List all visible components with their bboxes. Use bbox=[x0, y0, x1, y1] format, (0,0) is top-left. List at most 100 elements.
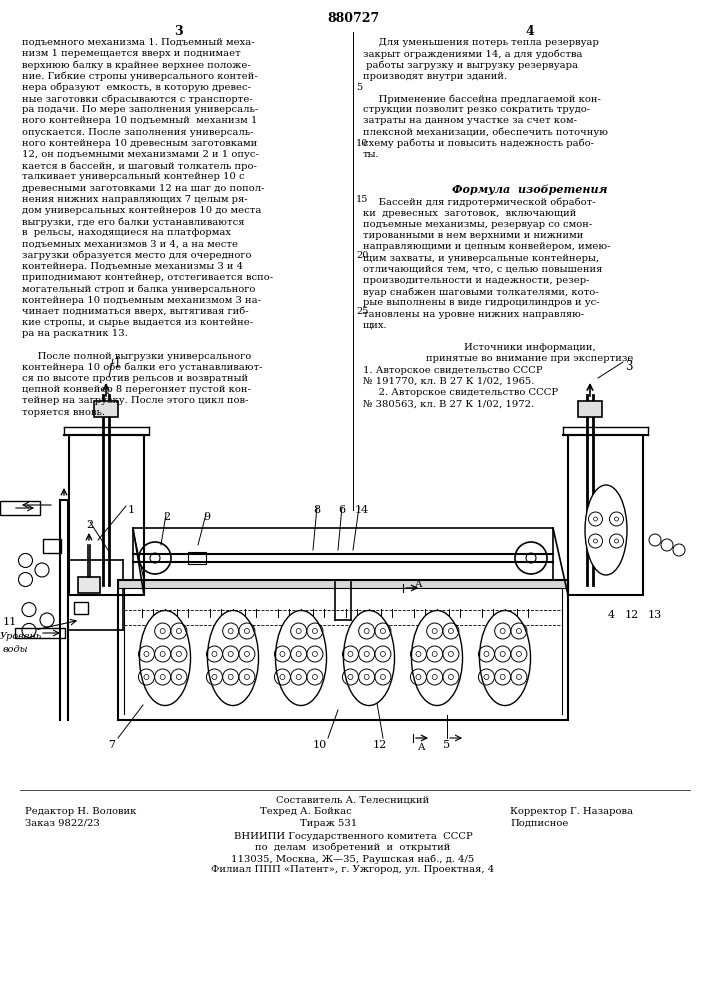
Text: низм 1 перемещается вверх и поднимает: низм 1 перемещается вверх и поднимает bbox=[22, 49, 241, 58]
Text: цепной конвейер 8 перегоняет пустой кон-: цепной конвейер 8 перегоняет пустой кон- bbox=[22, 385, 251, 394]
Text: 6: 6 bbox=[338, 505, 345, 515]
Text: 9: 9 bbox=[203, 512, 210, 522]
Text: Составитель А. Телесницкий: Составитель А. Телесницкий bbox=[276, 795, 430, 804]
Text: 7: 7 bbox=[108, 740, 115, 750]
Text: в  рельсы, находящиеся на платформах: в рельсы, находящиеся на платформах bbox=[22, 228, 231, 237]
Text: ся по высоте против рельсов и возвратный: ся по высоте против рельсов и возвратный bbox=[22, 374, 248, 383]
Text: 113035, Москва, Ж—35, Раушская наб., д. 4/5: 113035, Москва, Ж—35, Раушская наб., д. … bbox=[231, 854, 474, 863]
Text: 3: 3 bbox=[625, 360, 633, 373]
Text: производительности и надежности, резер-: производительности и надежности, резер- bbox=[363, 276, 590, 285]
Text: Источники информации,: Источники информации, bbox=[464, 343, 596, 352]
Text: Заказ 9822/23: Заказ 9822/23 bbox=[25, 819, 100, 828]
Text: торяется вновь.: торяется вновь. bbox=[22, 408, 105, 417]
Bar bbox=[43, 539, 61, 553]
Bar bbox=[578, 401, 602, 417]
Text: Применение бассейна предлагаемой кон-: Применение бассейна предлагаемой кон- bbox=[363, 94, 601, 104]
Text: 880727: 880727 bbox=[327, 12, 379, 25]
Text: A: A bbox=[417, 743, 425, 752]
Text: нения нижних направляющих 7 целым ря-: нения нижних направляющих 7 целым ря- bbox=[22, 195, 247, 204]
Text: Уровень: Уровень bbox=[0, 632, 42, 641]
Text: ние. Гибкие стропы универсального контей-: ние. Гибкие стропы универсального контей… bbox=[22, 72, 258, 81]
Text: ные заготовки сбрасываются с транспорте-: ные заготовки сбрасываются с транспорте- bbox=[22, 94, 252, 104]
Text: 11: 11 bbox=[3, 617, 17, 627]
Text: 4: 4 bbox=[608, 610, 615, 620]
Text: 12: 12 bbox=[625, 610, 639, 620]
Text: затраты на данном участке за счет ком-: затраты на данном участке за счет ком- bbox=[363, 116, 577, 125]
Bar bbox=[74, 602, 88, 614]
Text: Филиал ППП «Патент», г. Ужгород, ул. Проектная, 4: Филиал ППП «Патент», г. Ужгород, ул. Про… bbox=[211, 865, 495, 874]
Text: 8: 8 bbox=[313, 505, 320, 515]
Text: талкивает универсальный контейнер 10 с: талкивает универсальный контейнер 10 с bbox=[22, 172, 245, 181]
Ellipse shape bbox=[411, 610, 462, 706]
Text: 10: 10 bbox=[313, 740, 327, 750]
Text: контейнера 10 подъемным механизмом 3 на-: контейнера 10 подъемным механизмом 3 на- bbox=[22, 296, 261, 305]
Text: Подписное: Подписное bbox=[510, 819, 568, 828]
Text: Корректор Г. Назарова: Корректор Г. Назарова bbox=[510, 807, 633, 816]
Text: Тираж 531: Тираж 531 bbox=[300, 819, 357, 828]
Text: Формула  изобретения: Формула изобретения bbox=[452, 184, 608, 195]
Text: тановлены на уровне нижних направляю-: тановлены на уровне нижних направляю- bbox=[363, 310, 584, 319]
Text: тированными в нем верхними и нижними: тированными в нем верхними и нижними bbox=[363, 231, 583, 240]
Text: тейнер на загрузку. После этого цикл пов-: тейнер на загрузку. После этого цикл пов… bbox=[22, 396, 248, 405]
Ellipse shape bbox=[139, 610, 190, 706]
Text: кие стропы, и сырье выдается из контейне-: кие стропы, и сырье выдается из контейне… bbox=[22, 318, 253, 327]
Text: 1. Авторское свидетельство СССР: 1. Авторское свидетельство СССР bbox=[363, 366, 543, 375]
Text: Редактор Н. Воловик: Редактор Н. Воловик bbox=[25, 807, 136, 816]
Text: ного контейнера 10 подъемный  механизм 1: ного контейнера 10 подъемный механизм 1 bbox=[22, 116, 257, 125]
Text: 1: 1 bbox=[128, 505, 135, 515]
Bar bbox=[133, 528, 553, 580]
Text: № 191770, кл. В 27 К 1/02, 1965.: № 191770, кл. В 27 К 1/02, 1965. bbox=[363, 377, 534, 386]
Text: производят внутри зданий.: производят внутри зданий. bbox=[363, 72, 507, 81]
Bar bbox=[69, 435, 144, 595]
Text: контейнера 10 обе балки его устанавливают-: контейнера 10 обе балки его устанавливаю… bbox=[22, 363, 262, 372]
Text: опускается. После заполнения универсаль-: опускается. После заполнения универсаль- bbox=[22, 128, 254, 137]
Text: ного контейнера 10 древесным заготовками: ного контейнера 10 древесным заготовками bbox=[22, 139, 257, 148]
Text: 1: 1 bbox=[114, 357, 122, 370]
Text: 2: 2 bbox=[163, 512, 170, 522]
Text: верхнюю балку в крайнее верхнее положе-: верхнюю балку в крайнее верхнее положе- bbox=[22, 60, 251, 70]
Text: ра на раскатник 13.: ра на раскатник 13. bbox=[22, 329, 128, 338]
Text: отличающийся тем, что, с целью повышения: отличающийся тем, что, с целью повышения bbox=[363, 265, 602, 274]
Text: ра подачи. По мере заполнения универсаль-: ра подачи. По мере заполнения универсаль… bbox=[22, 105, 258, 114]
Text: 12, он подъемными механизмами 2 и 1 опус-: 12, он подъемными механизмами 2 и 1 опус… bbox=[22, 150, 259, 159]
Text: по  делам  изобретений  и  открытий: по делам изобретений и открытий bbox=[255, 843, 450, 852]
Text: Бассейн для гидротермической обработ-: Бассейн для гидротермической обработ- bbox=[363, 198, 595, 207]
Text: древесными заготовками 12 на шаг до попол-: древесными заготовками 12 на шаг до попо… bbox=[22, 184, 264, 193]
Text: 14: 14 bbox=[355, 505, 369, 515]
Text: подъемных механизмов 3 и 4, а на месте: подъемных механизмов 3 и 4, а на месте bbox=[22, 240, 238, 249]
Text: выгрузки, где его балки устанавливаются: выгрузки, где его балки устанавливаются bbox=[22, 217, 245, 227]
Text: ки  древесных  заготовок,  включающий: ки древесных заготовок, включающий bbox=[363, 209, 576, 218]
Text: 2. Авторское свидетельство СССР: 2. Авторское свидетельство СССР bbox=[363, 388, 558, 397]
Bar bbox=[94, 401, 118, 417]
Text: контейнера. Подъемные механизмы 3 и 4: контейнера. Подъемные механизмы 3 и 4 bbox=[22, 262, 243, 271]
Text: подъемные механизмы, резервуар со смон-: подъемные механизмы, резервуар со смон- bbox=[363, 220, 592, 229]
Text: 5: 5 bbox=[443, 740, 450, 750]
Text: После полной выгрузки универсального: После полной выгрузки универсального bbox=[22, 352, 251, 361]
Text: работы загрузку и выгрузку резервуара: работы загрузку и выгрузку резервуара bbox=[363, 60, 578, 70]
Ellipse shape bbox=[344, 610, 395, 706]
Text: ты.: ты. bbox=[363, 150, 380, 159]
Text: № 380563, кл. В 27 К 1/02, 1972.: № 380563, кл. В 27 К 1/02, 1972. bbox=[363, 399, 534, 408]
Text: 25: 25 bbox=[356, 307, 368, 316]
Text: могательный строп и балка универсального: могательный строп и балка универсального bbox=[22, 284, 255, 294]
Bar bbox=[568, 435, 643, 595]
Text: закрыт ограждениями 14, а для удобства: закрыт ограждениями 14, а для удобства bbox=[363, 49, 583, 59]
Text: чинает подниматься вверх, вытягивая гиб-: чинает подниматься вверх, вытягивая гиб- bbox=[22, 307, 249, 316]
Bar bbox=[118, 580, 568, 588]
Bar bbox=[188, 552, 206, 564]
Text: 15: 15 bbox=[356, 195, 368, 204]
Ellipse shape bbox=[479, 610, 530, 706]
Text: 13: 13 bbox=[648, 610, 662, 620]
Text: 20: 20 bbox=[356, 251, 368, 260]
Text: Для уменьшения потерь тепла резервуар: Для уменьшения потерь тепла резервуар bbox=[363, 38, 599, 47]
Text: струкции позволит резко сократить трудо-: струкции позволит резко сократить трудо- bbox=[363, 105, 590, 114]
Text: щим захваты, и универсальные контейнеры,: щим захваты, и универсальные контейнеры, bbox=[363, 254, 599, 263]
Text: дом универсальных контейнеров 10 до места: дом универсальных контейнеров 10 до мест… bbox=[22, 206, 262, 215]
Text: направляющими и цепным конвейером, имею-: направляющими и цепным конвейером, имею- bbox=[363, 242, 611, 251]
Text: воды: воды bbox=[3, 645, 28, 654]
Text: вуар снабжен шаговыми толкателями, кото-: вуар снабжен шаговыми толкателями, кото- bbox=[363, 287, 599, 297]
Text: 4: 4 bbox=[525, 25, 534, 38]
Text: принятые во внимание при экспертизе: принятые во внимание при экспертизе bbox=[426, 354, 633, 363]
Text: загрузки образуется место для очередного: загрузки образуется место для очередного bbox=[22, 251, 252, 260]
Text: подъемного механизма 1. Подъемный меха-: подъемного механизма 1. Подъемный меха- bbox=[22, 38, 255, 47]
